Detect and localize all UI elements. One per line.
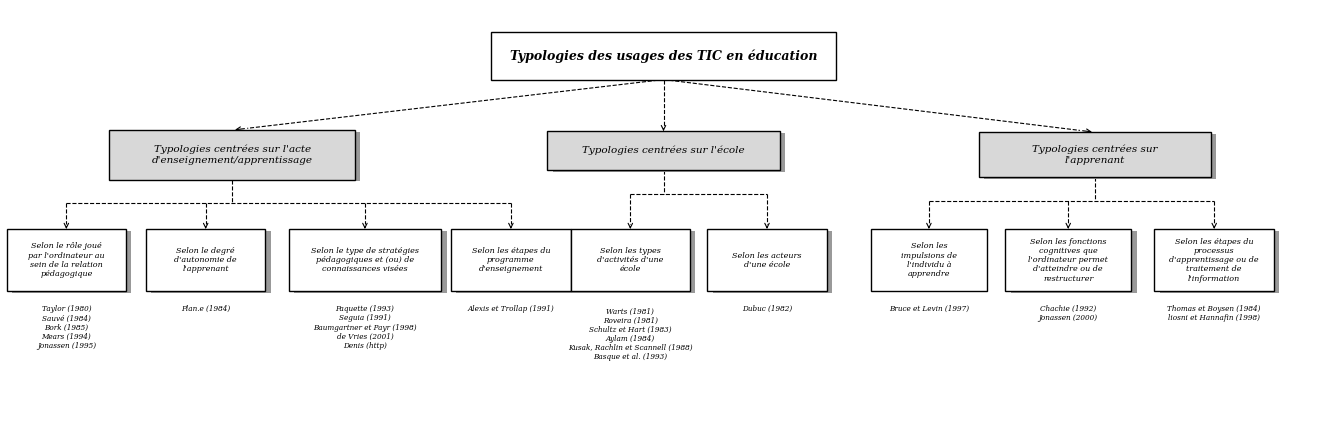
Text: Taylor (1980)
Sauvé (1984)
Bork (1985)
Mears (1994)
Jonassen (1995): Taylor (1980) Sauvé (1984) Bork (1985) M…	[37, 305, 96, 350]
FancyBboxPatch shape	[713, 230, 832, 293]
Text: Selon les acteurs
d'une école: Selon les acteurs d'une école	[733, 252, 802, 269]
Text: Typologies des usages des TIC en éducation: Typologies des usages des TIC en éducati…	[510, 49, 817, 63]
FancyBboxPatch shape	[1160, 230, 1279, 293]
FancyBboxPatch shape	[451, 229, 571, 292]
FancyBboxPatch shape	[552, 133, 784, 172]
FancyBboxPatch shape	[491, 32, 836, 80]
FancyBboxPatch shape	[12, 230, 131, 293]
Text: Alexis et Trollap (1991): Alexis et Trollap (1991)	[467, 305, 555, 313]
FancyBboxPatch shape	[1154, 229, 1274, 292]
FancyBboxPatch shape	[871, 229, 987, 292]
FancyBboxPatch shape	[456, 230, 576, 293]
Text: Chachie (1992)
Jonassen (2000): Chachie (1992) Jonassen (2000)	[1039, 305, 1097, 322]
Text: Selon les
impulsions de
l'individu à
apprendre: Selon les impulsions de l'individu à app…	[901, 243, 957, 278]
FancyBboxPatch shape	[1006, 229, 1132, 292]
FancyBboxPatch shape	[109, 130, 354, 180]
FancyBboxPatch shape	[1011, 230, 1137, 293]
FancyBboxPatch shape	[146, 229, 265, 292]
Text: Dubuc (1982): Dubuc (1982)	[742, 305, 792, 313]
FancyBboxPatch shape	[114, 132, 360, 181]
FancyBboxPatch shape	[978, 132, 1210, 177]
FancyBboxPatch shape	[576, 230, 695, 293]
FancyBboxPatch shape	[295, 230, 446, 293]
Text: Selon les étapes du
processus
d'apprentissage ou de
traitement de
l'information: Selon les étapes du processus d'apprenti…	[1169, 238, 1259, 283]
FancyBboxPatch shape	[7, 229, 126, 292]
Text: Selon le rôle joué
par l'ordinateur au
sein de la relation
pédagogique: Selon le rôle joué par l'ordinateur au s…	[28, 243, 105, 278]
FancyBboxPatch shape	[707, 229, 827, 292]
FancyBboxPatch shape	[983, 134, 1216, 179]
Text: Selon les fonctions
cognitives que
l'ordinateur permet
d'atteindre ou de
restruc: Selon les fonctions cognitives que l'ord…	[1028, 238, 1108, 283]
FancyBboxPatch shape	[151, 230, 271, 293]
Text: Selon le type de stratégies
pédagogiques et (ou) de
connaissances visées: Selon le type de stratégies pédagogiques…	[311, 247, 419, 273]
FancyBboxPatch shape	[289, 229, 441, 292]
Text: Plan.e (1984): Plan.e (1984)	[180, 305, 231, 313]
Text: Selon le degré
d'autonomie de
l'apprenant: Selon le degré d'autonomie de l'apprenan…	[174, 247, 238, 273]
Text: Selon les étapes du
programme
d'enseignement: Selon les étapes du programme d'enseigne…	[471, 247, 551, 273]
Text: Typologies centrées sur l'acte
d'enseignement/apprentissage: Typologies centrées sur l'acte d'enseign…	[151, 145, 313, 165]
FancyBboxPatch shape	[571, 229, 690, 292]
Text: Typologies centrées sur
l'apprenant: Typologies centrées sur l'apprenant	[1032, 145, 1157, 165]
Text: Bruce et Levin (1997): Bruce et Levin (1997)	[889, 305, 969, 313]
Text: Paquette (1993)
Seguia (1991)
Baumgartner et Payr (1998)
de Vries (2001)
Denis (: Paquette (1993) Seguia (1991) Baumgartne…	[313, 305, 417, 350]
Text: Thomas et Boysen (1984)
liosni et Hannafin (1998): Thomas et Boysen (1984) liosni et Hannaf…	[1168, 305, 1261, 322]
Text: Typologies centrées sur l'école: Typologies centrées sur l'école	[583, 146, 744, 155]
Text: Selon les types
d'activités d'une
école: Selon les types d'activités d'une école	[597, 247, 664, 273]
FancyBboxPatch shape	[547, 131, 779, 170]
Text: Warts (1981)
Roveira (1981)
Schultz et Hart (1983)
Aylam (1984)
Kusak, Rachlin e: Warts (1981) Roveira (1981) Schultz et H…	[568, 307, 693, 362]
